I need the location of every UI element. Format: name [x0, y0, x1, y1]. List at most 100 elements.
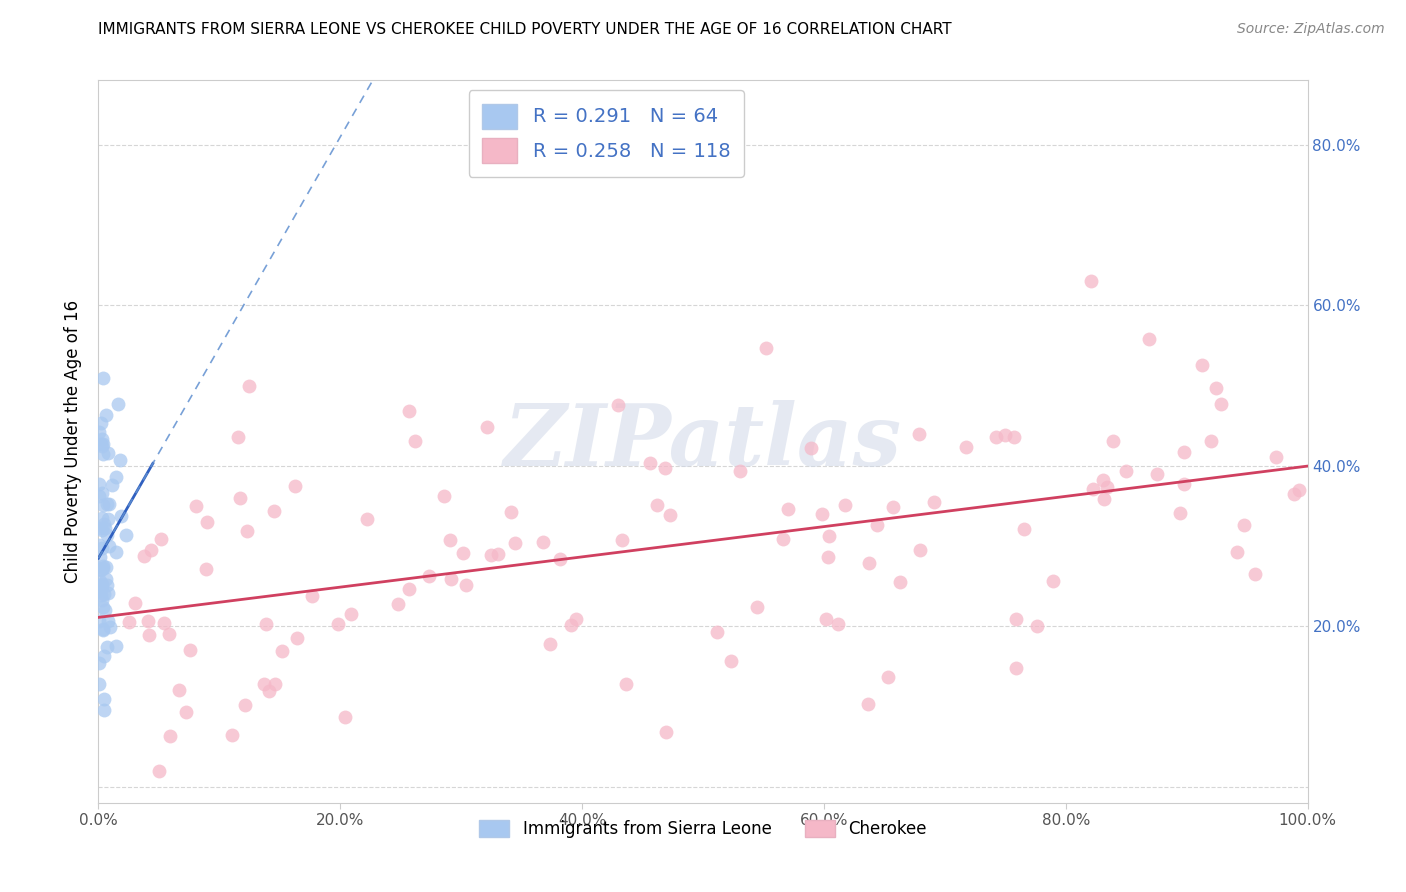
Point — [955, 440, 977, 454]
Point — [93, 623, 115, 637]
Point — [90, 562, 112, 576]
Point — [1042, 574, 1064, 588]
Point — [87, 677, 110, 691]
Point — [93, 517, 115, 532]
Point — [90, 593, 112, 607]
Point — [560, 617, 582, 632]
Point — [531, 534, 554, 549]
Point — [475, 420, 498, 434]
Point — [398, 582, 420, 597]
Point — [1173, 445, 1195, 459]
Point — [118, 615, 141, 630]
Point — [834, 498, 856, 512]
Point — [132, 549, 155, 563]
Point — [1265, 450, 1288, 465]
Point — [96, 528, 118, 542]
Point — [1209, 397, 1232, 411]
Point — [882, 500, 904, 515]
Point — [440, 573, 463, 587]
Point — [908, 543, 931, 558]
Point — [1243, 566, 1265, 581]
Point — [107, 397, 129, 411]
Point — [1002, 430, 1025, 444]
Point — [659, 508, 682, 522]
Point — [501, 505, 523, 519]
Point — [104, 545, 127, 559]
Point — [233, 698, 256, 712]
Point — [115, 528, 138, 542]
Point — [889, 575, 911, 590]
Point — [91, 622, 114, 636]
Point — [453, 546, 475, 560]
Point — [104, 639, 127, 653]
Point — [94, 521, 117, 535]
Point — [90, 417, 112, 431]
Point — [800, 441, 823, 455]
Point — [614, 677, 637, 691]
Point — [1014, 522, 1036, 536]
Point — [285, 632, 308, 646]
Point — [439, 533, 461, 547]
Point — [263, 504, 285, 518]
Point — [87, 537, 110, 551]
Point — [638, 456, 661, 470]
Point — [184, 500, 207, 514]
Point — [550, 552, 572, 566]
Point — [1137, 333, 1160, 347]
Point — [1226, 545, 1249, 559]
Point — [93, 603, 115, 617]
Point — [745, 599, 768, 614]
Point — [179, 643, 201, 657]
Point — [153, 615, 176, 630]
Point — [433, 489, 456, 503]
Point — [93, 649, 115, 664]
Point — [139, 543, 162, 558]
Point — [827, 617, 849, 632]
Point — [87, 614, 110, 628]
Point — [1091, 473, 1114, 487]
Point — [226, 429, 249, 443]
Point — [994, 427, 1017, 442]
Text: Source: ZipAtlas.com: Source: ZipAtlas.com — [1237, 22, 1385, 37]
Point — [91, 577, 114, 591]
Point — [90, 433, 112, 447]
Point — [1025, 618, 1047, 632]
Point — [339, 607, 361, 621]
Point — [1095, 480, 1118, 494]
Point — [271, 643, 294, 657]
Point — [91, 371, 114, 385]
Point — [772, 532, 794, 546]
Point — [1005, 611, 1028, 625]
Point — [89, 574, 111, 588]
Point — [91, 437, 114, 451]
Point — [1199, 434, 1222, 449]
Point — [89, 520, 111, 534]
Point — [1191, 358, 1213, 372]
Point — [335, 709, 357, 723]
Point — [167, 682, 190, 697]
Point — [253, 677, 276, 691]
Point — [108, 453, 131, 467]
Point — [89, 583, 111, 598]
Point — [454, 578, 477, 592]
Point — [1115, 464, 1137, 478]
Point — [1146, 467, 1168, 481]
Point — [221, 728, 243, 742]
Point — [858, 556, 880, 570]
Point — [97, 586, 120, 600]
Point — [136, 614, 159, 628]
Point — [856, 697, 879, 711]
Point — [110, 508, 132, 523]
Point — [610, 533, 633, 547]
Point — [815, 612, 838, 626]
Point — [1233, 518, 1256, 533]
Point — [87, 476, 110, 491]
Point — [87, 425, 110, 439]
Point — [96, 578, 118, 592]
Point — [93, 587, 115, 601]
Point — [90, 511, 112, 525]
Point — [254, 617, 277, 632]
Point — [263, 676, 285, 690]
Point — [866, 517, 889, 532]
Point — [159, 730, 181, 744]
